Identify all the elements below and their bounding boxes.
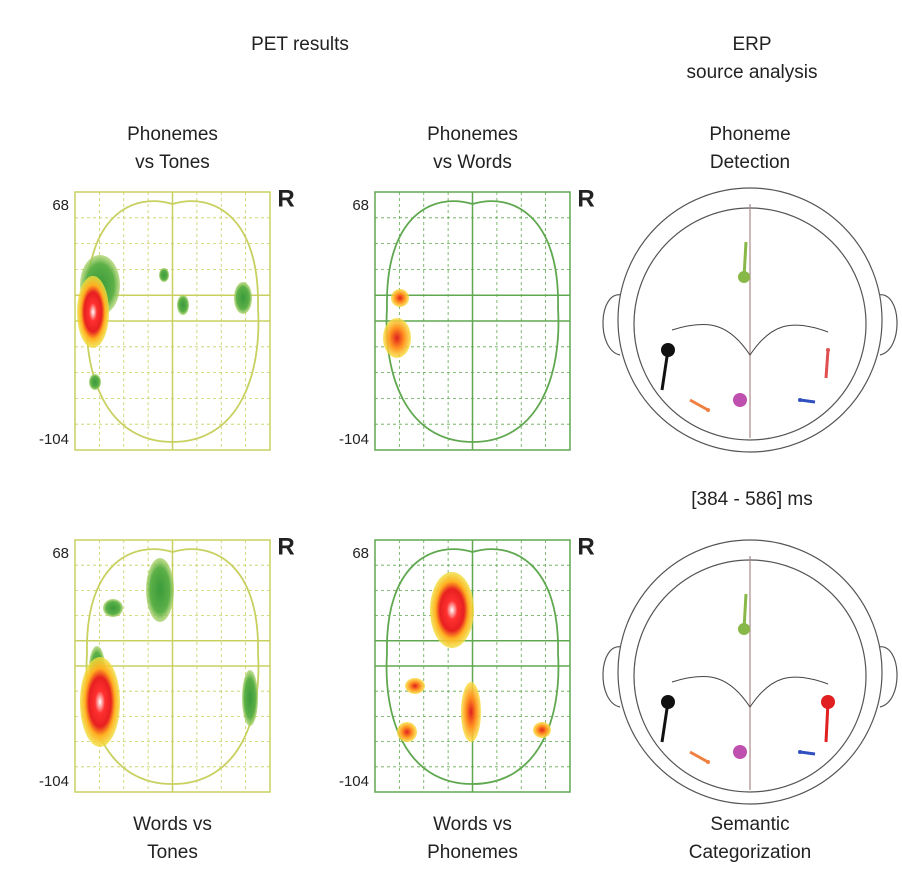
panel-title: Categorization [689,842,812,863]
pet-panel: 68 -104 R Words vs Phonemes [339,533,595,863]
activation [177,295,189,315]
activation [80,657,120,747]
panel-title: Semantic [710,814,789,835]
panel-title: vs Words [433,152,512,173]
activation [383,318,411,358]
dipole-head [821,695,835,709]
axis-label: -104 [339,773,369,790]
dipole [800,752,815,754]
activation [430,572,474,648]
panel-title: Phonemes [427,842,518,863]
side-label: R [577,185,594,212]
panel-title: Detection [710,152,790,173]
side-label: R [577,533,594,560]
pet-title: PET results [251,34,349,55]
axis-label: -104 [39,773,69,790]
activation [146,558,174,622]
pet-panel: 68 -104 R Phonemes vs Tones [39,124,295,450]
dipole-head [733,745,747,759]
activation [391,289,409,307]
activation [405,678,425,694]
panel-title: Tones [147,842,198,863]
time-window: [384 - 586] ms [691,489,812,510]
panel-title: Words vs [133,814,212,835]
axis-label: 68 [52,197,69,214]
activation [103,599,123,617]
activation [242,670,258,726]
erp-title: source analysis [687,62,818,83]
side-label: R [277,533,294,560]
dipole-head [661,343,675,357]
panel-title: Words vs [433,814,512,835]
side-label: R [277,185,294,212]
dipole [826,350,828,378]
axis-label: -104 [39,431,69,448]
dipole [800,400,815,402]
axis-label: 68 [52,545,69,562]
panel-title: Phonemes [427,124,518,145]
axis-label: 68 [352,197,369,214]
activation [159,268,169,282]
erp-head: Semantic Categorization [603,540,897,863]
panel-title: vs Tones [135,152,210,173]
dipole-head [738,271,750,283]
activation [77,276,109,348]
activation [89,374,101,390]
figure: PET results ERP source analysis [384 - 5… [0,0,902,886]
dipole-head [706,408,710,412]
dipole-head [661,695,675,709]
dipole-head [733,393,747,407]
panel-title: Phonemes [127,124,218,145]
axis-label: -104 [339,431,369,448]
dipole-head [798,750,802,754]
panel-title: Phoneme [709,124,790,145]
dipole-head [738,623,750,635]
dipole-head [826,348,830,352]
axis-label: 68 [352,545,369,562]
activation [234,282,252,314]
pet-panel: 68 -104 R Phonemes vs Words [339,124,595,450]
pet-panel: 68 -104 R Words vs Tones [39,533,295,863]
activation [397,722,417,742]
activation [533,722,551,738]
dipole-head [706,760,710,764]
erp-title: ERP [732,34,771,55]
erp-head: Phoneme Detection [603,124,897,452]
dipole-head [798,398,802,402]
activation [461,682,481,742]
